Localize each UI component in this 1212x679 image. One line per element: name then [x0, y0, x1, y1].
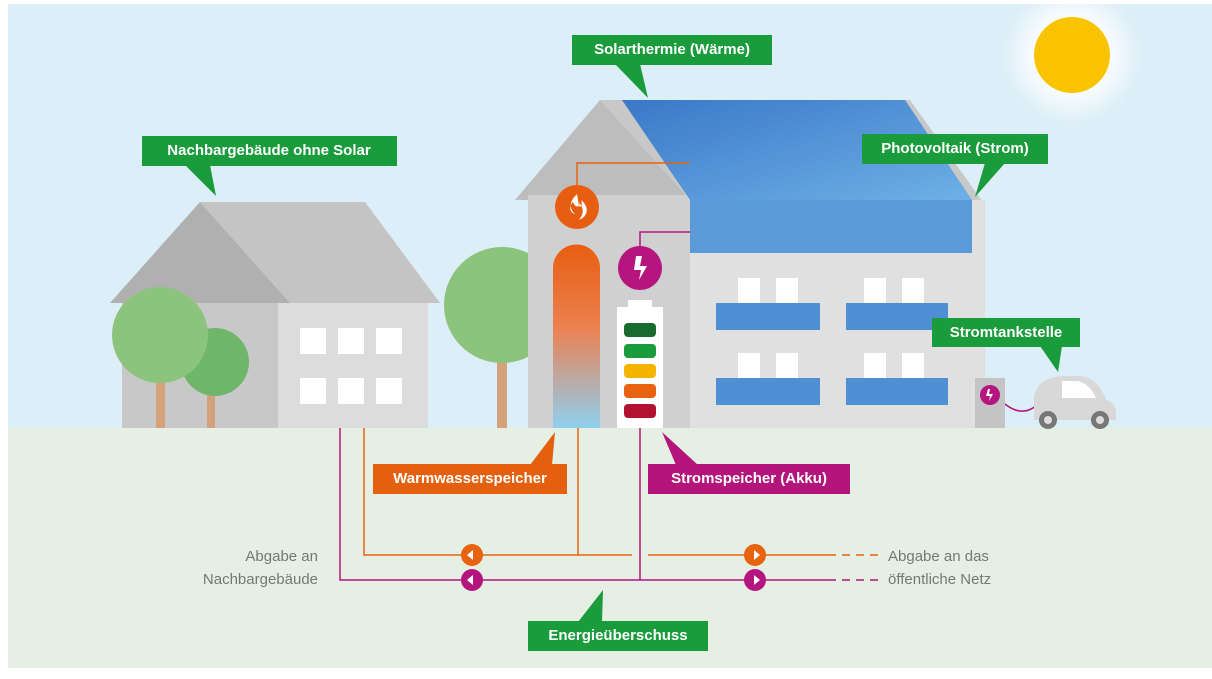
connections: [339, 162, 1043, 581]
label-text: Solarthermie (Wärme): [594, 41, 750, 58]
label-text: Stromtankstelle: [950, 324, 1063, 341]
pv-panel: [690, 200, 972, 253]
tree-left: [112, 287, 249, 428]
label-text: Warmwasserspeicher: [393, 470, 547, 487]
label-text: Stromspeicher (Akku): [671, 470, 827, 487]
heat-icon: [555, 185, 599, 229]
bolt: [634, 256, 647, 280]
charging-station: [975, 378, 1005, 428]
car: [1034, 376, 1116, 429]
note-line: öffentliche Netz: [888, 571, 991, 588]
note-line: Abgabe an das: [888, 548, 989, 565]
main-house: [515, 100, 985, 428]
label-text: Photovoltaik (Strom): [881, 140, 1029, 157]
hot-water-tank: [553, 244, 600, 428]
label-stromspeicher: Stromspeicher (Akku): [648, 432, 850, 494]
label-energieueberschuss: Energieüberschuss: [528, 590, 708, 651]
note-line: Nachbargebäude: [203, 571, 318, 588]
label-photovoltaik: Photovoltaik (Strom): [862, 134, 1048, 197]
label-solarthermie: Solarthermie (Wärme): [572, 35, 772, 98]
flame: [570, 194, 587, 220]
label-stromtankstelle: Stromtankstelle: [932, 318, 1080, 372]
label-text: Nachbargebäude ohne Solar: [167, 142, 371, 159]
solar-thermal-panel: [622, 100, 972, 200]
label-text: Energieüberschuss: [548, 627, 687, 644]
label-warmwasserspeicher: Warmwasserspeicher: [373, 432, 567, 494]
label-nachbar: Nachbargebäude ohne Solar: [142, 136, 397, 196]
note-line: Abgabe an: [245, 548, 318, 565]
sun: [1034, 17, 1110, 93]
flow-arrows: [461, 544, 766, 591]
